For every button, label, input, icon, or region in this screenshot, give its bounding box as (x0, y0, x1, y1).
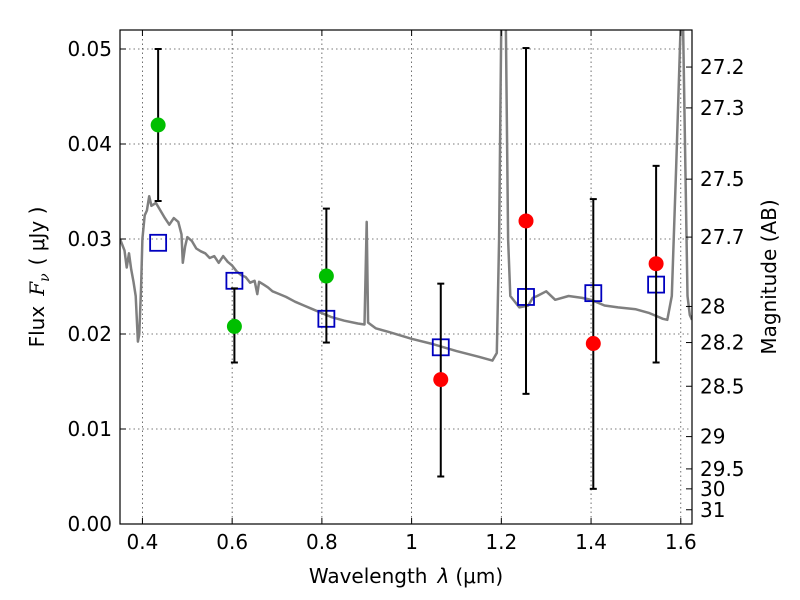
plot-area (120, 30, 692, 490)
y-tick-label: 0.01 (67, 417, 112, 441)
grid-lines (120, 30, 692, 525)
right-tick-label: 27.5 (700, 167, 745, 191)
right-tick-label: 31 (700, 498, 725, 522)
x-tick-label: 0.6 (216, 530, 248, 554)
right-tick-label: 28.5 (700, 374, 745, 398)
detection-point (318, 268, 334, 284)
y-tick-label: 0.00 (67, 512, 112, 536)
x-tick-label: 0.4 (127, 530, 159, 554)
x-tick-label: 1.4 (575, 530, 607, 554)
right-tick-label: 27.3 (700, 96, 745, 120)
right-tick-label: 30 (700, 477, 725, 501)
x-tick-label: 1.2 (485, 530, 517, 554)
detection-point (226, 318, 242, 334)
y-tick-label: 0.05 (67, 37, 112, 61)
non-detection-point (518, 213, 534, 229)
detection-point (150, 117, 166, 133)
y-tick-label: 0.02 (67, 322, 112, 346)
right-tick-label: 29 (700, 425, 725, 449)
y-tick-label: 0.04 (67, 132, 112, 156)
model-sed-line (120, 30, 692, 362)
axis-ticks: 0.4 0.6 0.8 1 1.2 1.4 1.6 0.00 0.01 0.02 0.03 0.04 0… (67, 30, 745, 554)
right-tick-label: 29.5 (700, 457, 745, 481)
y-tick-label: 0.03 (67, 227, 112, 251)
axes-frame (119, 29, 693, 525)
x-axis-label: Wavelength λ (μm) (309, 564, 503, 588)
right-tick-label: 28 (700, 294, 725, 318)
non-detection-point (433, 372, 449, 388)
right-tick-label: 27.7 (700, 225, 745, 249)
non-detection-point (648, 256, 664, 272)
right-axis-label: Magnitude (AB) (757, 199, 781, 354)
right-tick-label: 28.2 (700, 331, 745, 355)
non-detection-point (585, 336, 601, 351)
y-axis-label: FluxFν( μJy ) (25, 207, 53, 348)
x-tick-label: 1.6 (665, 530, 697, 554)
x-tick-label: 0.8 (306, 530, 338, 554)
model-band-square (149, 233, 168, 252)
right-tick-label: 27.2 (700, 55, 745, 79)
x-tick-label: 1 (405, 530, 418, 554)
